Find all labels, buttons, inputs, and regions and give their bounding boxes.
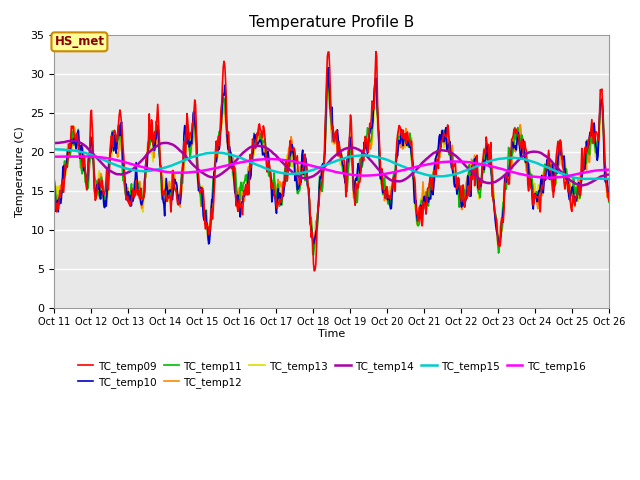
TC_temp13 (495, 246, 502, 252)
TC_temp15 (605, 176, 612, 182)
TC_temp14 (605, 172, 612, 178)
Title: Temperature Profile B: Temperature Profile B (249, 15, 414, 30)
TC_temp16 (605, 167, 612, 173)
TC_temp10 (495, 242, 503, 248)
TC_temp13 (61, 168, 68, 174)
TC_temp16 (118, 158, 126, 164)
TC_temp09 (61, 175, 68, 181)
TC_temp14 (72, 138, 79, 144)
TC_temp11 (324, 74, 332, 80)
TC_temp12 (310, 245, 318, 251)
TC_temp09 (605, 197, 612, 203)
TC_temp12 (51, 192, 58, 198)
TC_temp12 (605, 191, 612, 196)
TC_temp10 (51, 200, 58, 206)
TC_temp10 (118, 119, 125, 125)
TC_temp09 (417, 214, 424, 219)
TC_temp10 (416, 211, 424, 216)
TC_temp09 (372, 49, 380, 55)
TC_temp10 (605, 196, 612, 202)
Line: TC_temp12: TC_temp12 (54, 83, 609, 248)
TC_temp11 (401, 138, 408, 144)
TC_temp12 (61, 167, 68, 172)
TC_temp14 (578, 183, 586, 189)
TC_temp14 (416, 163, 424, 168)
TC_temp14 (400, 177, 408, 183)
TC_temp11 (118, 140, 125, 145)
TC_temp10 (324, 65, 332, 71)
TC_temp15 (204, 150, 211, 156)
Legend: TC_temp09, TC_temp10, TC_temp11, TC_temp12, TC_temp13, TC_temp14, TC_temp15, TC_: TC_temp09, TC_temp10, TC_temp11, TC_temp… (74, 357, 589, 392)
TC_temp11 (204, 222, 211, 228)
TC_temp15 (415, 170, 423, 176)
TC_temp16 (545, 175, 552, 180)
TC_temp13 (400, 137, 408, 143)
TC_temp09 (118, 120, 125, 126)
TC_temp13 (51, 187, 58, 193)
TC_temp16 (175, 170, 182, 176)
TC_temp09 (174, 201, 182, 207)
TC_temp09 (51, 179, 58, 185)
TC_temp13 (174, 196, 182, 202)
TC_temp16 (416, 163, 424, 169)
TC_temp11 (174, 192, 182, 197)
TC_temp16 (400, 167, 408, 173)
TC_temp14 (51, 140, 58, 146)
TC_temp15 (118, 164, 125, 170)
TC_temp11 (605, 199, 612, 205)
TC_temp15 (399, 164, 407, 169)
TC_temp14 (61, 139, 68, 145)
TC_temp16 (204, 167, 212, 173)
X-axis label: Time: Time (318, 329, 345, 339)
TC_temp10 (204, 220, 211, 226)
Line: TC_temp13: TC_temp13 (54, 88, 609, 249)
TC_temp14 (175, 146, 182, 152)
Line: TC_temp15: TC_temp15 (54, 149, 609, 179)
TC_temp11 (310, 252, 317, 258)
TC_temp10 (61, 176, 68, 182)
TC_temp15 (174, 160, 182, 166)
TC_temp13 (118, 143, 125, 148)
TC_temp15 (61, 147, 68, 153)
TC_temp12 (118, 147, 125, 153)
TC_temp12 (174, 194, 182, 200)
TC_temp16 (61, 154, 68, 159)
TC_temp09 (401, 132, 408, 137)
TC_temp13 (204, 221, 211, 227)
TC_temp16 (83, 154, 91, 159)
TC_temp14 (118, 171, 126, 177)
Text: HS_met: HS_met (54, 36, 104, 48)
TC_temp12 (401, 143, 408, 148)
TC_temp11 (51, 178, 58, 183)
Line: TC_temp09: TC_temp09 (54, 52, 609, 271)
TC_temp12 (324, 80, 332, 85)
TC_temp11 (417, 202, 424, 207)
TC_temp15 (51, 146, 58, 152)
TC_temp16 (51, 154, 58, 160)
TC_temp09 (204, 223, 211, 229)
TC_temp12 (417, 206, 424, 212)
TC_temp11 (61, 158, 68, 164)
TC_temp13 (416, 206, 424, 212)
Line: TC_temp14: TC_temp14 (54, 141, 609, 186)
Line: TC_temp10: TC_temp10 (54, 68, 609, 245)
TC_temp14 (204, 173, 212, 179)
Y-axis label: Temperature (C): Temperature (C) (15, 126, 25, 217)
Line: TC_temp16: TC_temp16 (54, 156, 609, 178)
TC_temp13 (372, 85, 380, 91)
TC_temp13 (605, 191, 612, 197)
Line: TC_temp11: TC_temp11 (54, 77, 609, 255)
TC_temp10 (174, 201, 182, 207)
TC_temp10 (400, 137, 408, 143)
TC_temp12 (204, 224, 211, 230)
TC_temp09 (310, 268, 318, 274)
